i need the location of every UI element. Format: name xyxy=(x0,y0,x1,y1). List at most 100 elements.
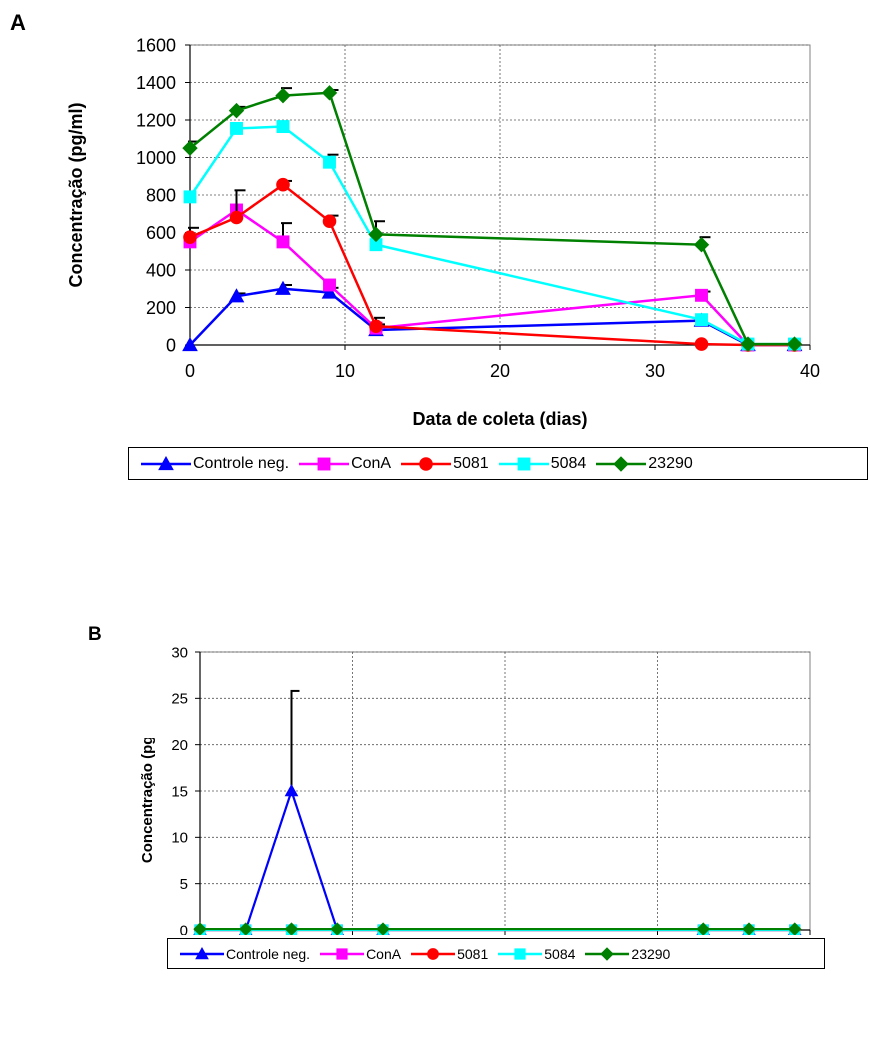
legend-swatch xyxy=(141,455,191,470)
legend-marker xyxy=(317,457,331,470)
series-line xyxy=(189,208,795,347)
legend-item: 5084 xyxy=(496,946,575,962)
legend-swatch xyxy=(320,947,365,960)
data-point xyxy=(322,214,337,229)
data-point xyxy=(284,922,299,935)
legend: Controle neg. ConA 5081 5084 23290 xyxy=(128,447,868,480)
y-tick-label: 1000 xyxy=(136,148,176,168)
legend-swatch xyxy=(411,947,456,960)
chart-b-plot: 051015202530010203040Data de coleta (dia… xyxy=(139,644,811,935)
legend-swatch xyxy=(180,946,224,959)
data-point xyxy=(284,783,299,797)
legend-marker xyxy=(419,456,433,471)
panel-label: B xyxy=(88,624,102,645)
data-point xyxy=(275,87,291,104)
legend-item: ConA xyxy=(318,946,401,962)
y-tick-label: 5 xyxy=(180,876,188,893)
data-point xyxy=(693,236,710,253)
x-tick-label: 10 xyxy=(335,361,355,381)
legend-item: Controle neg. xyxy=(139,455,289,473)
data-point xyxy=(323,278,336,292)
data-point xyxy=(321,85,338,101)
data-point xyxy=(193,922,207,935)
panel-label: A xyxy=(10,10,26,35)
data-point xyxy=(696,922,710,935)
legend-label: Controle neg. xyxy=(226,945,311,962)
y-tick-label: 1400 xyxy=(136,73,176,93)
legend-label: 23290 xyxy=(648,454,693,472)
y-tick-label: 30 xyxy=(171,644,188,661)
data-point xyxy=(695,313,708,327)
data-point xyxy=(740,336,756,352)
y-tick-label: 1600 xyxy=(136,35,176,55)
y-axis-label: Concentração (pg/ml) xyxy=(139,709,156,863)
data-point xyxy=(276,235,290,249)
data-point xyxy=(742,922,756,935)
x-tick-label: 40 xyxy=(800,361,820,381)
chart-a-plot: 0 200 400 600 800 1000 1200 1400 1600 0 10 20 30 40 Da… xyxy=(66,35,820,429)
series-23290 xyxy=(193,922,802,935)
legend-swatch xyxy=(401,456,452,471)
legend-label: 5084 xyxy=(544,945,576,962)
series-line xyxy=(189,183,795,347)
legend-item: 23290 xyxy=(594,455,693,473)
legend-label: 5084 xyxy=(550,454,587,472)
y-tick-label: 15 xyxy=(171,783,188,800)
legend-marker xyxy=(195,946,209,959)
data-point xyxy=(228,102,245,119)
data-point xyxy=(368,226,384,243)
legend-marker xyxy=(514,947,526,960)
data-point xyxy=(182,336,198,352)
data-point xyxy=(276,120,290,134)
legend-marker xyxy=(600,946,615,961)
data-point xyxy=(275,280,291,295)
legend-item: 5081 xyxy=(399,455,489,473)
legend: Controle neg. ConA 5081 5084 23290 xyxy=(167,938,825,969)
data-point xyxy=(330,922,344,935)
data-point xyxy=(182,140,198,156)
y-tick-label: 20 xyxy=(171,737,188,754)
data-point xyxy=(230,121,243,135)
legend-label: 5081 xyxy=(453,454,489,472)
y-tick-label: 800 xyxy=(146,185,176,205)
legend-swatch xyxy=(585,946,630,961)
data-point xyxy=(694,337,709,351)
data-point xyxy=(183,230,197,244)
legend-marker xyxy=(336,947,348,960)
legend-label: Controle neg. xyxy=(193,454,290,472)
legend-swatch xyxy=(498,457,549,470)
data-point xyxy=(376,922,390,935)
legend-marker xyxy=(517,457,531,470)
legend-item: Controle neg. xyxy=(178,946,310,962)
chart-panel-a: A 0 200 400 600 800 1000 1200 1400 1600 0 10 20 30 40… xyxy=(0,0,871,500)
legend-label: ConA xyxy=(366,945,402,962)
data-point xyxy=(276,177,290,192)
legend-swatch xyxy=(299,457,350,470)
x-tick-label: 20 xyxy=(490,361,510,381)
legend-marker xyxy=(427,947,439,960)
legend-marker xyxy=(158,455,174,470)
y-tick-label: 200 xyxy=(146,298,176,318)
data-point xyxy=(695,288,708,302)
data-point xyxy=(788,922,802,935)
legend-item: 5084 xyxy=(497,454,587,473)
legend-item: 23290 xyxy=(583,946,670,962)
legend-marker xyxy=(613,455,629,472)
series-line xyxy=(188,125,795,346)
legend-item: ConA xyxy=(297,455,391,473)
y-tick-label: 0 xyxy=(180,922,188,935)
data-point xyxy=(786,336,803,352)
data-point xyxy=(183,190,197,204)
data-point xyxy=(228,288,245,303)
y-tick-label: 10 xyxy=(171,830,188,847)
y-tick-label: 600 xyxy=(146,223,176,243)
legend-label: 23290 xyxy=(631,945,671,962)
series-23290 xyxy=(182,85,803,352)
data-point xyxy=(369,319,383,334)
data-point xyxy=(323,155,336,169)
series-line xyxy=(189,91,795,346)
legend-swatch xyxy=(596,455,647,472)
legend-item: 5081 xyxy=(409,946,488,962)
data-point xyxy=(321,284,338,299)
y-tick-label: 25 xyxy=(171,691,188,708)
